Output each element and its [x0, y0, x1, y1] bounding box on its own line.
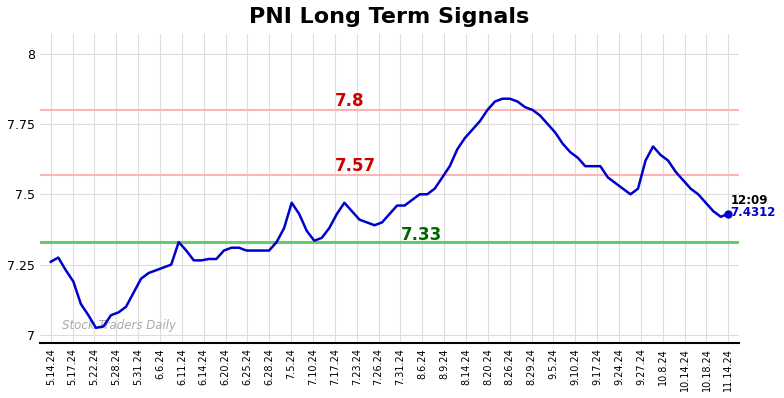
Text: 7.4312: 7.4312 [731, 207, 776, 219]
Text: 7.33: 7.33 [401, 226, 441, 244]
Text: Stock Traders Daily: Stock Traders Daily [62, 319, 176, 332]
Text: 7.8: 7.8 [335, 92, 365, 110]
Title: PNI Long Term Signals: PNI Long Term Signals [249, 7, 530, 27]
Text: 7.57: 7.57 [335, 157, 376, 175]
Text: 12:09: 12:09 [731, 194, 768, 207]
